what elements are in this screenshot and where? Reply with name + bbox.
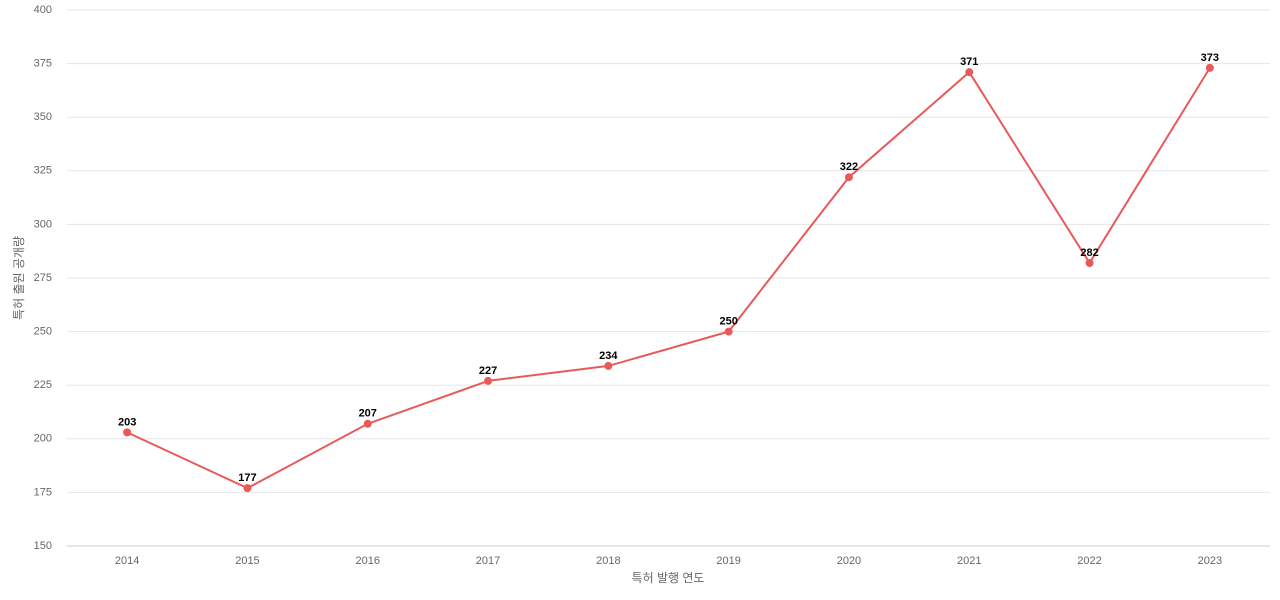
point	[965, 68, 974, 77]
point	[363, 419, 372, 428]
y-tick-label: 400	[34, 4, 52, 16]
x-tick-label: 2017	[476, 555, 500, 567]
x-tick-label: 2014	[115, 555, 139, 567]
x-tick-label: 2019	[716, 555, 740, 567]
y-tick-label: 175	[34, 486, 52, 498]
x-tick-label: 2023	[1198, 555, 1222, 567]
y-tick-label: 275	[34, 272, 52, 284]
x-tick-label: 2020	[837, 555, 861, 567]
point	[484, 376, 493, 385]
y-tick-label: 225	[34, 379, 52, 391]
x-axis-label: 특허 발행 연도	[632, 570, 705, 585]
value-label: 373	[1201, 52, 1219, 64]
y-tick-label: 325	[34, 165, 52, 177]
point	[1205, 63, 1214, 72]
value-label: 234	[599, 350, 618, 362]
value-label: 322	[840, 161, 858, 173]
y-tick-label: 300	[34, 218, 52, 230]
point	[844, 173, 853, 182]
y-tick-label: 350	[34, 111, 52, 123]
value-label: 177	[238, 472, 256, 484]
point	[123, 428, 132, 437]
value-label: 227	[479, 365, 497, 377]
point	[243, 484, 252, 493]
x-tick-label: 2016	[356, 555, 380, 567]
y-tick-label: 250	[34, 326, 52, 338]
point	[604, 361, 613, 370]
value-label: 250	[719, 316, 737, 328]
value-label: 282	[1080, 247, 1098, 259]
value-label: 371	[960, 56, 978, 68]
y-tick-label: 375	[34, 58, 52, 70]
x-tick-label: 2022	[1077, 555, 1101, 567]
y-tick-label: 150	[34, 540, 52, 552]
y-tick-label: 200	[34, 433, 52, 445]
point	[724, 327, 733, 336]
x-tick-label: 2018	[596, 555, 620, 567]
y-axis-label: 특허 출원 공개량	[12, 236, 26, 320]
x-tick-label: 2015	[235, 555, 259, 567]
point	[1085, 258, 1094, 267]
line	[126, 67, 1211, 490]
value-label: 207	[359, 408, 377, 420]
x-tick-label: 2021	[957, 555, 981, 567]
value-label: 203	[118, 416, 136, 428]
